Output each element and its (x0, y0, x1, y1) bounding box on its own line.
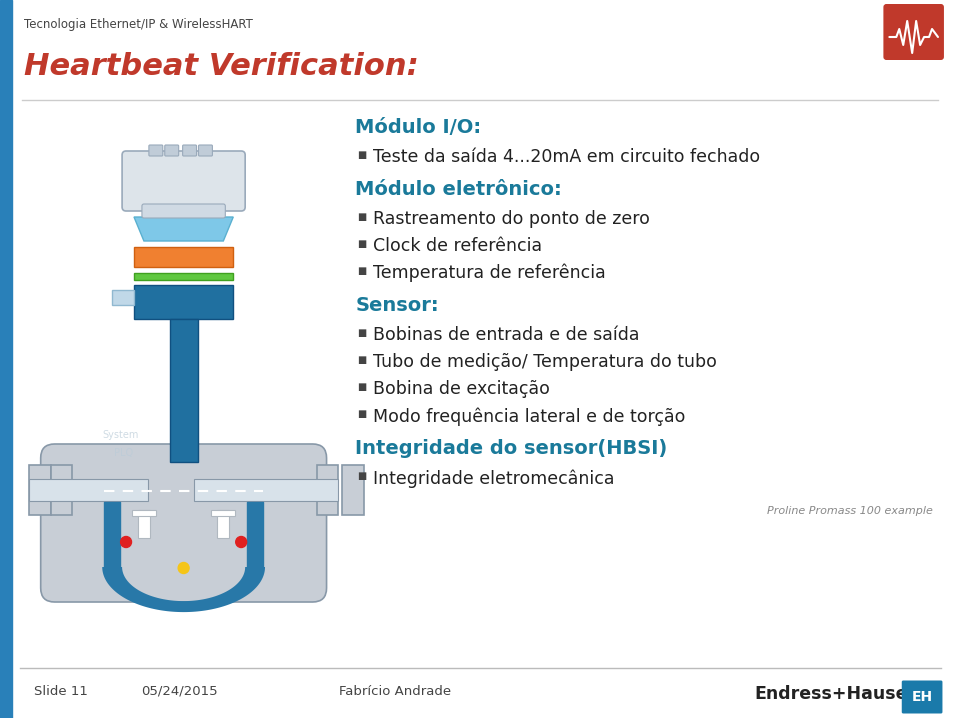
Text: Proline Promass 100 example: Proline Promass 100 example (767, 506, 933, 516)
Text: Módulo I/O:: Módulo I/O: (355, 118, 482, 137)
Bar (194, 479, 339, 501)
Text: Bobina de excitação: Bobina de excitação (373, 380, 550, 398)
Bar (0, 0, 12, 718)
Text: EH: EH (912, 690, 933, 704)
Text: Slide 11: Slide 11 (34, 685, 87, 698)
FancyBboxPatch shape (182, 145, 197, 156)
FancyBboxPatch shape (199, 145, 212, 156)
Bar (29, 465, 51, 515)
Bar (112, 290, 134, 305)
FancyBboxPatch shape (165, 145, 179, 156)
Bar (343, 465, 364, 515)
Text: Integridade eletromecânica: Integridade eletromecânica (373, 469, 614, 488)
Bar (170, 319, 198, 462)
Text: Heartbeat Verification:: Heartbeat Verification: (24, 52, 419, 81)
Text: ■: ■ (357, 266, 367, 276)
Text: Tubo de medição/ Temperatura do tubo: Tubo de medição/ Temperatura do tubo (373, 353, 717, 371)
Bar (132, 510, 156, 516)
Text: Teste da saída 4...20mA em circuito fechado: Teste da saída 4...20mA em circuito fech… (373, 148, 760, 166)
Text: 05/24/2015: 05/24/2015 (141, 685, 218, 698)
Text: ■: ■ (357, 328, 367, 338)
Text: Sensor:: Sensor: (355, 296, 439, 315)
Circle shape (236, 536, 247, 548)
Text: ■: ■ (357, 471, 367, 481)
Text: Clock de referência: Clock de referência (373, 237, 542, 255)
Text: System: System (102, 430, 138, 440)
Text: Integridade do sensor(HBSI): Integridade do sensor(HBSI) (355, 439, 667, 458)
Text: Fabrício Andrade: Fabrício Andrade (340, 685, 451, 698)
Text: Rastreamento do ponto de zero: Rastreamento do ponto de zero (373, 210, 650, 228)
Text: ■: ■ (357, 239, 367, 249)
FancyBboxPatch shape (122, 151, 245, 211)
Text: ■: ■ (357, 382, 367, 392)
Text: Endress+Hauser: Endress+Hauser (755, 685, 917, 703)
Bar (211, 510, 235, 516)
Text: Temperatura de referência: Temperatura de referência (373, 264, 606, 282)
FancyBboxPatch shape (883, 4, 944, 60)
Bar (134, 247, 233, 267)
Bar (29, 479, 148, 501)
Text: ■: ■ (357, 212, 367, 222)
FancyBboxPatch shape (142, 204, 226, 218)
Bar (51, 465, 72, 515)
Polygon shape (134, 217, 233, 241)
Bar (134, 285, 233, 319)
Text: ■: ■ (357, 409, 367, 419)
Bar (317, 465, 339, 515)
Text: Tecnologia Ethernet/IP & WirelessHART: Tecnologia Ethernet/IP & WirelessHART (24, 18, 252, 31)
Polygon shape (102, 567, 265, 612)
Bar (138, 510, 150, 538)
FancyBboxPatch shape (40, 444, 326, 602)
Text: Modo frequência lateral e de torção: Modo frequência lateral e de torção (373, 407, 685, 426)
Text: PLQ: PLQ (114, 448, 133, 458)
FancyBboxPatch shape (901, 681, 943, 714)
Text: Bobinas de entrada e de saída: Bobinas de entrada e de saída (373, 326, 639, 344)
Text: Módulo eletrônico:: Módulo eletrônico: (355, 180, 563, 199)
Bar (134, 273, 233, 280)
Text: ■: ■ (357, 150, 367, 160)
Circle shape (121, 536, 132, 548)
FancyBboxPatch shape (149, 145, 163, 156)
Text: ■: ■ (357, 355, 367, 365)
Circle shape (179, 562, 189, 574)
Bar (217, 510, 229, 538)
